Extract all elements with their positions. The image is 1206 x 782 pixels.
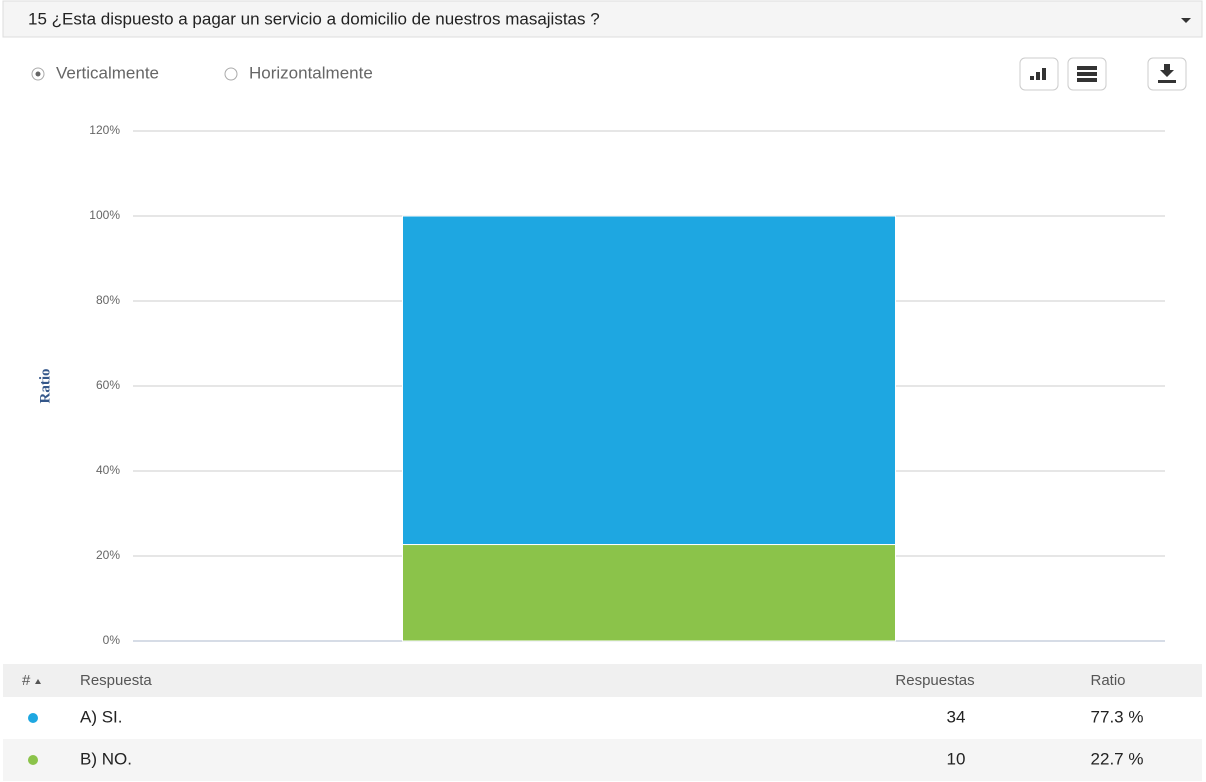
y-tick-label: 80%: [96, 293, 120, 307]
y-tick-label: 20%: [96, 548, 120, 562]
download-icon: [1158, 64, 1176, 83]
table-header: [3, 664, 1202, 697]
y-tick-label: 60%: [96, 378, 120, 392]
y-axis-label: Ratio: [37, 369, 53, 404]
radio-label[interactable]: Verticalmente: [56, 63, 159, 82]
column-header: Ratio: [1090, 672, 1125, 689]
table-row-bg: [3, 739, 1202, 781]
answer-label: B) NO.: [80, 749, 132, 768]
y-tick-label: 120%: [89, 123, 120, 137]
answer-count: 10: [947, 749, 966, 768]
y-tick-label: 100%: [89, 208, 120, 222]
radio-dot: [35, 71, 41, 77]
answer-count: 34: [947, 707, 966, 726]
radio-label[interactable]: Horizontalmente: [249, 63, 373, 82]
bar-icon: [1030, 68, 1046, 80]
y-tick-label: 40%: [96, 463, 120, 477]
answer-ratio: 22.7 %: [1091, 749, 1144, 768]
bar-segment: [402, 544, 896, 642]
question-title: 15 ¿Esta dispuesto a pagar un servicio a…: [28, 9, 600, 28]
answer-ratio: 77.3 %: [1091, 707, 1144, 726]
table-icon: [1077, 66, 1097, 82]
bar-segment: [402, 215, 896, 546]
y-tick-label: 0%: [103, 633, 121, 647]
column-header: Respuestas: [895, 672, 974, 689]
answer-label: A) SI.: [80, 707, 123, 726]
column-header: #: [22, 672, 31, 689]
header-bar[interactable]: [2, 0, 1203, 38]
column-header: Respuesta: [80, 672, 152, 689]
legend-dot: [28, 713, 38, 723]
radio[interactable]: [224, 67, 238, 81]
sort-icon: [35, 679, 41, 684]
dropdown-arrow[interactable]: [1181, 18, 1191, 23]
legend-dot: [28, 755, 38, 765]
